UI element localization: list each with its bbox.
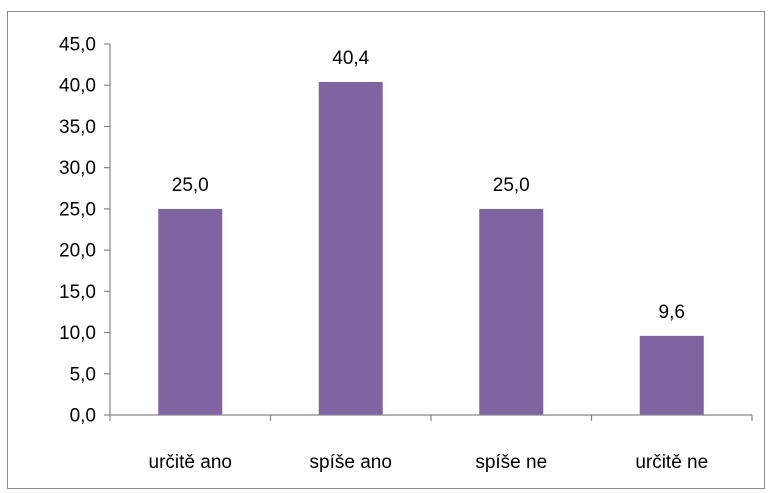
bar-data-label: 40,4 xyxy=(332,48,369,69)
bar xyxy=(318,81,383,416)
x-tick-label: určitě ano xyxy=(149,452,232,473)
y-tick-label: 25,0 xyxy=(59,199,96,220)
y-axis-ticks: 0,0 5,0 10,0 15,0 20,0 25,0 30,0 35,0 40,0 45,0 xyxy=(59,35,110,427)
chart-frame xyxy=(7,11,765,489)
bars xyxy=(158,81,704,416)
data-labels: 25,0 40,4 25,0 9,6 xyxy=(172,48,685,323)
y-tick-label: 40,0 xyxy=(59,76,96,97)
y-tick-label: 20,0 xyxy=(59,241,96,262)
y-tick-label: 15,0 xyxy=(59,282,96,303)
y-tick-label: 35,0 xyxy=(59,117,96,138)
x-tick-label: spíše ne xyxy=(475,452,547,473)
bar xyxy=(479,208,544,415)
bar-data-label: 25,0 xyxy=(172,175,209,196)
x-tick-label: spíše ano xyxy=(310,452,392,473)
y-tick-label: 5,0 xyxy=(70,364,96,385)
y-tick-label: 0,0 xyxy=(70,406,96,427)
x-tick-label: určitě ne xyxy=(635,452,708,473)
bar xyxy=(639,335,704,415)
bar-data-label: 25,0 xyxy=(493,175,530,196)
y-tick-label: 45,0 xyxy=(59,35,96,56)
bar-data-label: 9,6 xyxy=(659,302,685,323)
y-tick-label: 10,0 xyxy=(59,323,96,344)
bar xyxy=(158,208,223,415)
y-tick-label: 30,0 xyxy=(59,158,96,179)
x-axis-ticks: určitě ano spíše ano spíše ne určitě ne xyxy=(109,415,753,473)
